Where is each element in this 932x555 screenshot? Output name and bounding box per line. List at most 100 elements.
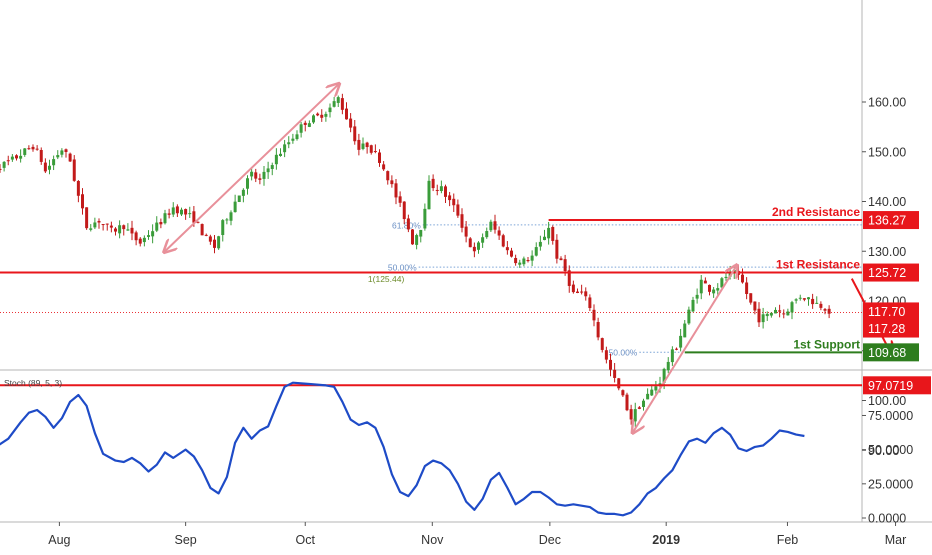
candle xyxy=(151,224,155,244)
time-tick-label: Mar xyxy=(885,533,907,547)
candle xyxy=(411,228,414,245)
candle-body xyxy=(270,165,274,170)
candle xyxy=(551,225,555,245)
candle xyxy=(60,148,64,158)
candle-body xyxy=(646,393,650,400)
candle xyxy=(382,161,386,171)
candle xyxy=(31,144,35,152)
candle xyxy=(538,235,542,251)
candle-body xyxy=(551,227,555,241)
candle-body xyxy=(477,242,480,250)
candle-body xyxy=(369,145,373,153)
candle-body xyxy=(307,123,311,127)
candle-body xyxy=(530,255,534,261)
candle-body xyxy=(823,309,827,311)
candle xyxy=(109,221,113,233)
candle-body xyxy=(163,213,167,224)
level-label: 2nd Resistance xyxy=(772,205,860,219)
fib-level-label: 50.00% xyxy=(609,348,638,358)
candle-body xyxy=(592,309,596,321)
candle xyxy=(340,93,344,115)
candle-body xyxy=(633,409,637,422)
candle-body xyxy=(827,308,831,314)
candle-body xyxy=(167,213,171,215)
candle-body xyxy=(353,126,357,142)
candle-body xyxy=(460,214,464,228)
candle-body xyxy=(52,159,56,166)
candle xyxy=(93,217,97,230)
candle-body xyxy=(312,115,315,123)
candle-body xyxy=(180,209,183,215)
price-tick-label: 90.00 xyxy=(868,444,899,458)
candle-body xyxy=(600,338,604,350)
candle xyxy=(394,179,398,205)
candle-body xyxy=(609,359,612,370)
candle-body xyxy=(279,153,282,156)
candle xyxy=(398,191,402,207)
candle-body xyxy=(2,161,6,168)
candle xyxy=(2,161,6,172)
candle xyxy=(518,259,522,268)
candle xyxy=(497,226,501,240)
candle xyxy=(406,214,410,233)
candle-body xyxy=(365,142,369,148)
candle xyxy=(543,229,546,241)
candle-body xyxy=(237,195,241,202)
candle xyxy=(452,193,456,212)
candle-body xyxy=(621,390,625,396)
candle-body xyxy=(604,350,608,360)
candle-body xyxy=(142,237,146,243)
candle-body xyxy=(411,229,414,245)
candle-body xyxy=(745,282,749,295)
candle-body xyxy=(398,196,402,203)
candle-body xyxy=(85,207,89,229)
candle xyxy=(456,199,460,218)
candle-body xyxy=(749,293,753,303)
candle xyxy=(757,302,761,327)
candle xyxy=(390,175,394,188)
candle xyxy=(431,174,435,192)
candle-body xyxy=(48,165,51,170)
candle xyxy=(802,298,806,302)
level-price-box xyxy=(863,343,919,362)
candle-body xyxy=(291,138,295,141)
level-price-text: 125.72 xyxy=(868,266,906,280)
candle xyxy=(510,247,513,258)
candle-body xyxy=(584,291,588,297)
candle-body xyxy=(299,124,303,133)
candle-body xyxy=(43,162,47,172)
candle-body xyxy=(10,156,14,160)
candle-body xyxy=(811,298,815,305)
trend-arrow xyxy=(165,85,338,252)
candle xyxy=(621,389,625,397)
candle xyxy=(101,224,105,231)
candle xyxy=(72,155,76,182)
candle-body xyxy=(666,361,670,371)
current-price-box xyxy=(863,302,919,321)
candle-body xyxy=(200,224,204,236)
candle xyxy=(534,242,538,257)
candle xyxy=(530,250,534,267)
candle-body xyxy=(489,221,493,231)
candle-body xyxy=(712,289,716,294)
candle-body xyxy=(118,225,122,234)
candle xyxy=(76,180,80,203)
candle xyxy=(19,149,23,163)
candle xyxy=(423,203,427,231)
candle xyxy=(485,227,489,239)
candle-body xyxy=(815,302,819,304)
candle xyxy=(761,307,765,329)
candle xyxy=(769,312,773,318)
candle xyxy=(514,254,518,266)
candle-body xyxy=(225,219,229,221)
candle-body xyxy=(716,288,720,291)
candle xyxy=(217,235,221,250)
candle xyxy=(501,233,505,248)
candle xyxy=(448,191,452,207)
candle-body xyxy=(468,238,472,248)
level-price-text: 109.68 xyxy=(868,346,906,360)
candle xyxy=(35,145,39,151)
candle-body xyxy=(757,308,761,323)
